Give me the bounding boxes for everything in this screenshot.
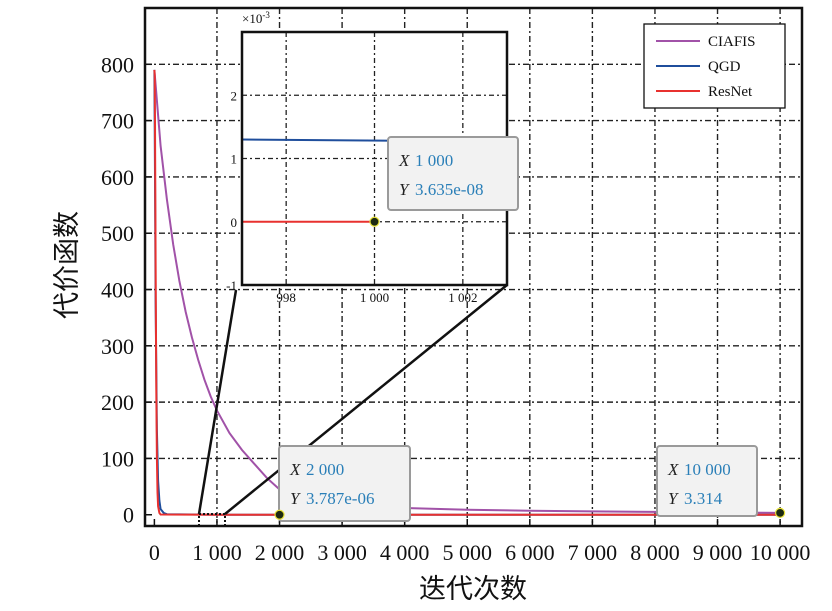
x-tick-label: 0 [149,540,160,565]
y-tick-label: 0 [123,503,134,528]
x-tick-label: 7 000 [568,540,618,565]
data-tip-y-key: Y [399,180,410,199]
data-tip-box [278,445,411,522]
y-axis-label: 代价函数 [52,211,83,319]
series-line-resnet [153,69,781,516]
y-tick-label: 600 [101,165,134,190]
data-tip-marker [274,509,285,520]
data-tip-x-key: X [289,460,301,479]
x-tick-label: 10 000 [750,540,811,565]
inset-x-tick-label: 998 [276,290,296,305]
x-axis-ticks: 0 1 000 2 000 3 000 4 000 5 000 6 000 7 000 8 00… [149,519,810,565]
data-tip: X 2 000 Y 3.787e-06 [274,445,411,522]
data-tip-x-key: X [398,151,410,170]
data-tip-y-key: Y [290,489,301,508]
inset-y-tick-label: -1 [226,278,237,293]
inset-y-scale-factor: ×10-3 [242,10,270,26]
x-axis-label: 迭代次数 [419,574,527,605]
zoom-connector-left [197,289,238,515]
data-tip-y-value: 3.635e-08 [415,180,483,199]
data-tip-marker [369,216,380,227]
data-tip: X 10 000 Y 3.314 [656,445,786,518]
inset-y-tick-label: 0 [231,215,238,230]
inset-x-tick-label: 1 000 [360,290,389,305]
y-tick-label: 300 [101,334,134,359]
data-tip-x-value: 1 000 [415,151,453,170]
y-tick-label: 700 [101,109,134,134]
x-tick-label: 5 000 [442,540,492,565]
legend-label-qgd: QGD [708,59,741,75]
data-tip-marker [774,507,786,518]
y-axis-ticks: 0 100 200 300 400 500 600 700 800 [101,52,152,528]
x-tick-label: 3 000 [317,540,367,565]
x-tick-label: 1 000 [192,540,242,565]
data-tip-y-value: 3.314 [684,489,723,508]
data-tip-x-key: X [667,460,679,479]
inset-x-tick-label: 1 002 [448,290,477,305]
legend-label-ciafis: CIAFIS [708,34,756,50]
plot-frame [143,6,804,528]
data-tip-x-value: 2 000 [306,460,344,479]
data-tip-x-value: 10 000 [684,460,731,479]
data-tip-y-value: 3.787e-06 [306,489,374,508]
series-curves [153,69,781,516]
legend-label-resnet: ResNet [708,84,753,100]
zoom-box [198,513,226,527]
inset-y-tick-label: 1 [231,152,238,167]
x-tick-label: 6 000 [505,540,555,565]
inset-y-tick-label: 2 [231,88,238,103]
x-tick-label: 2 000 [255,540,305,565]
data-tip-box [387,136,519,211]
legend: CIAFIS QGD ResNet [643,23,786,109]
x-tick-label: 8 000 [630,540,680,565]
data-tip-y-key: Y [668,489,679,508]
series-line-ciafis [153,69,781,514]
data-tip: X 1 000 Y 3.635e-08 [369,136,519,227]
y-tick-label: 500 [101,221,134,246]
inset-y-scale-exponent: -3 [262,10,270,20]
zoom-connector-right [224,284,508,515]
zoom-indicator [197,284,508,527]
y-tick-label: 200 [101,390,134,415]
y-tick-label: 100 [101,446,134,471]
data-tip-box [656,445,758,517]
y-tick-label: 800 [101,52,134,77]
data-tips: X 1 000 Y 3.635e-08 X 2 000 Y 3.787e-06 X 10 000 Y… [274,136,786,522]
y-tick-label: 400 [101,278,134,303]
x-tick-label: 9 000 [693,540,743,565]
x-tick-label: 4 000 [380,540,430,565]
